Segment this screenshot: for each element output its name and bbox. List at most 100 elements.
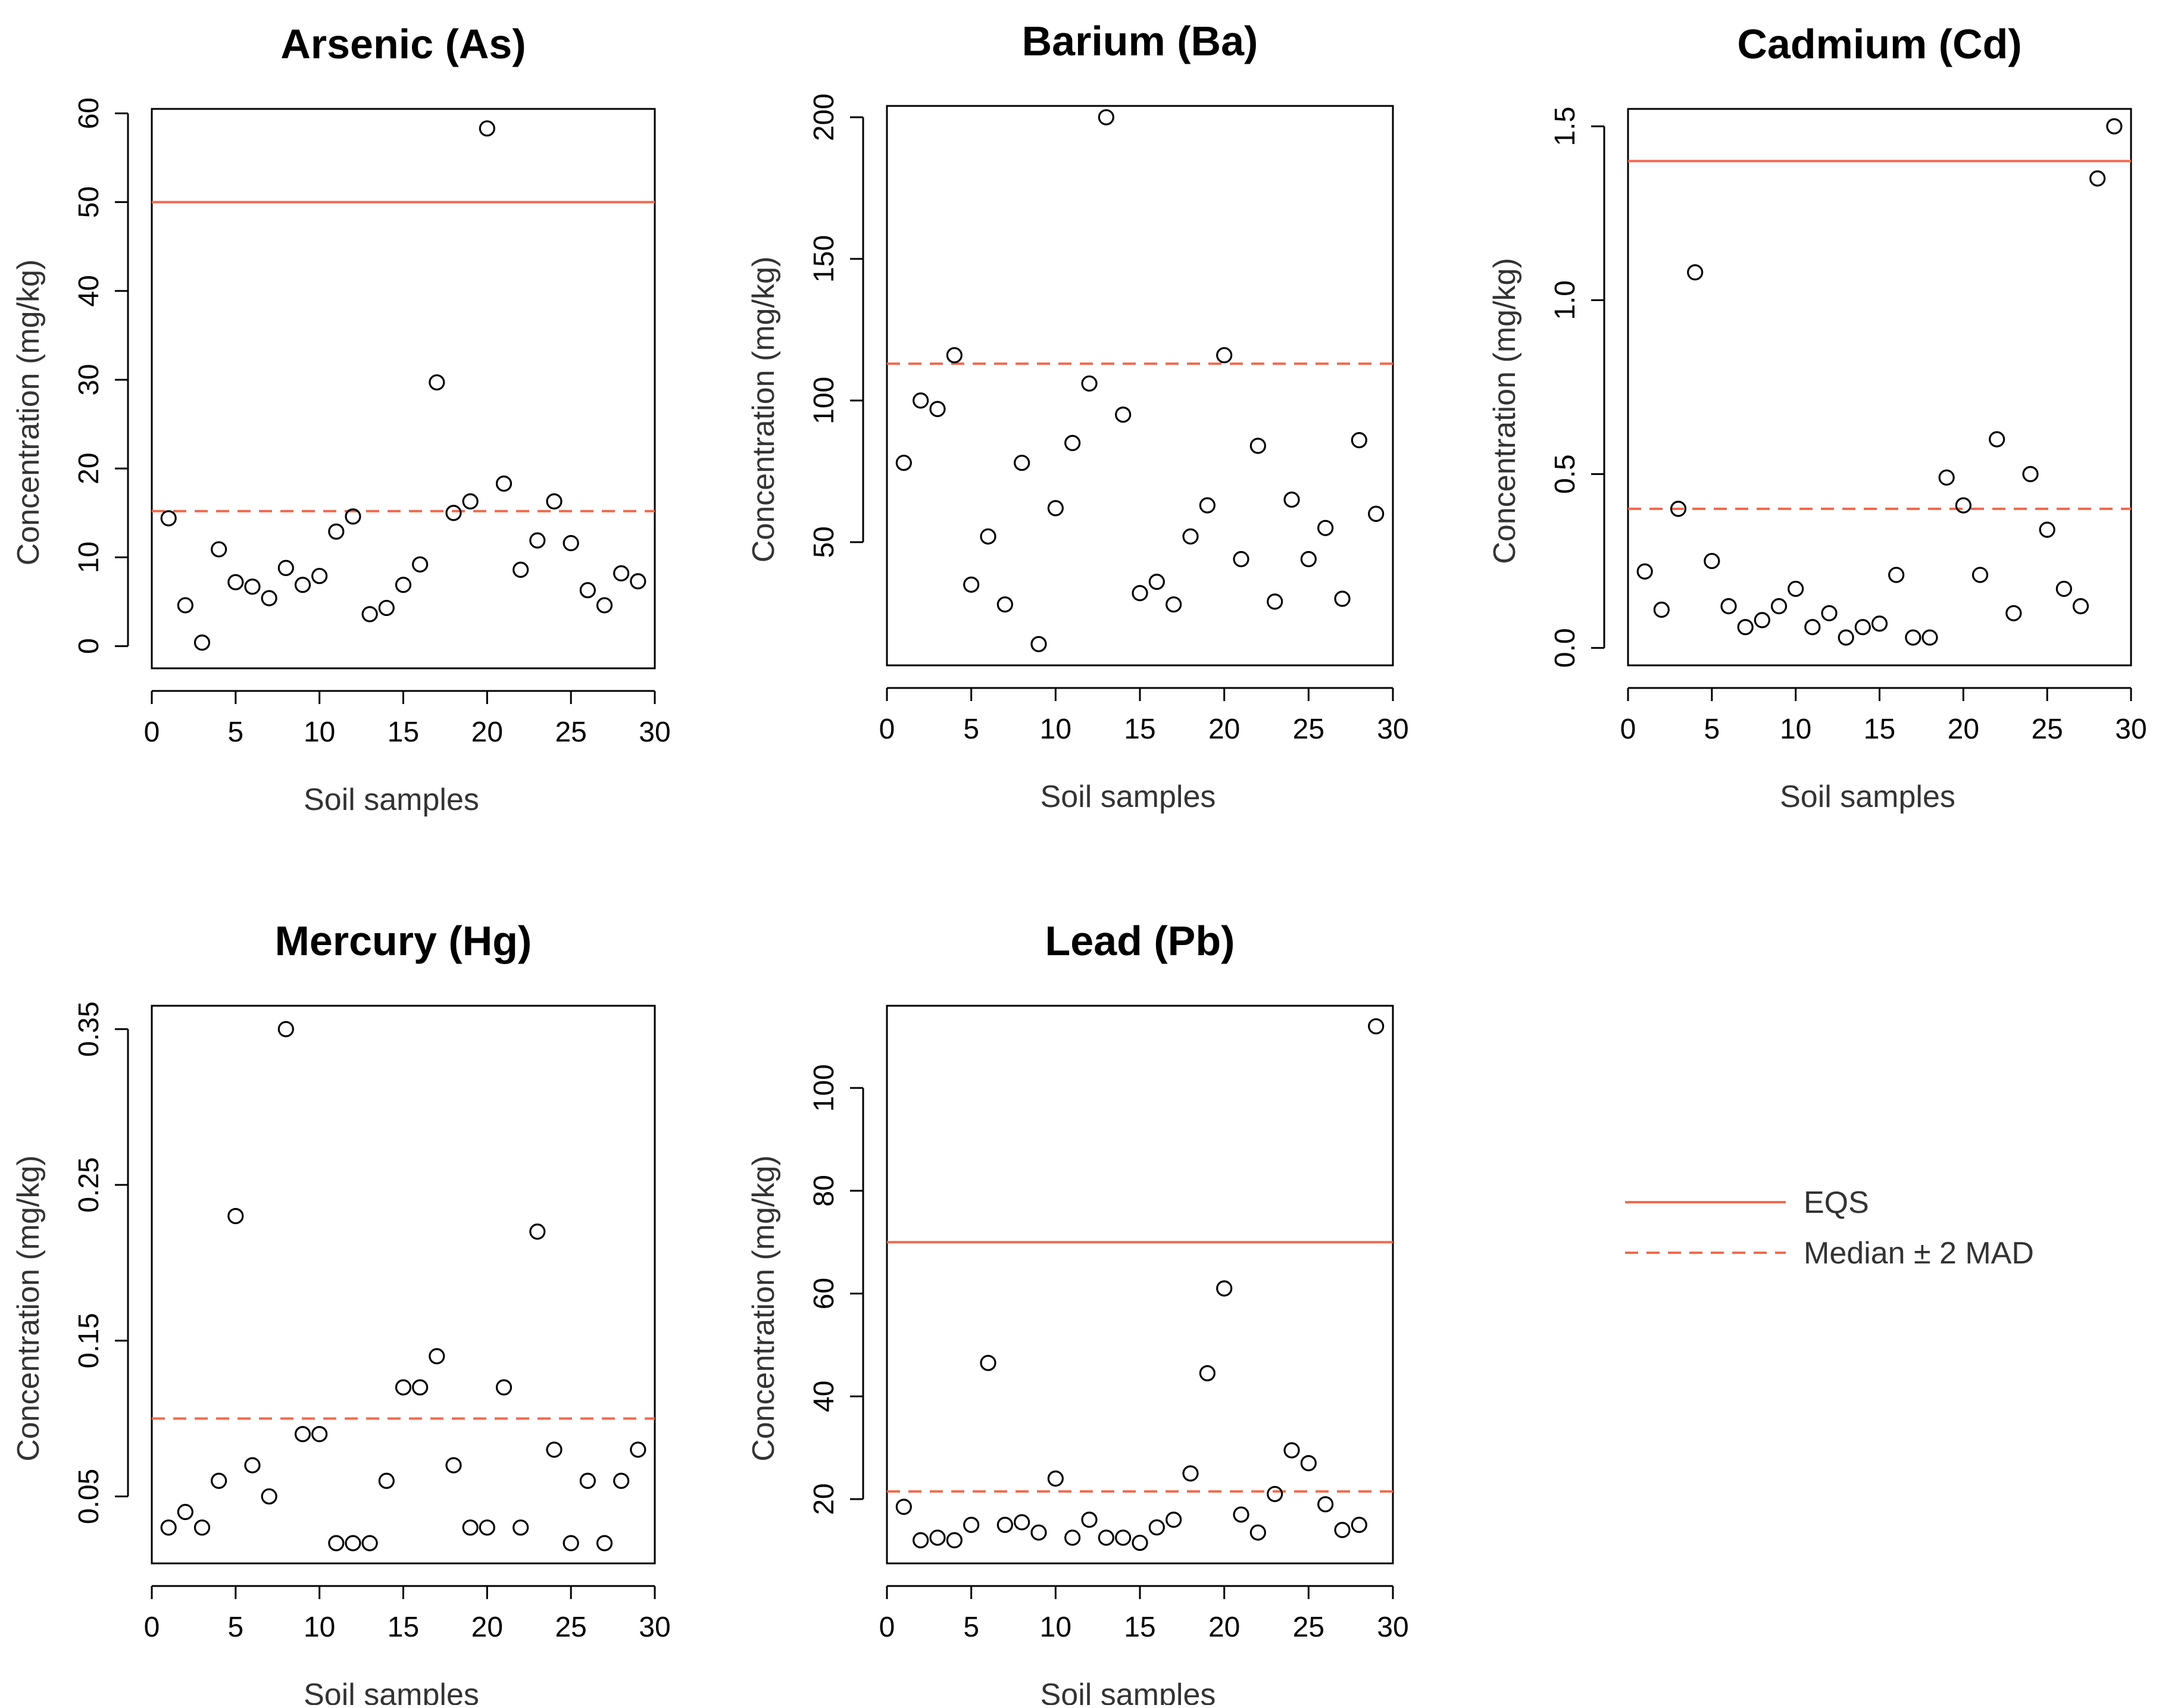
data-point xyxy=(328,523,345,540)
data-point xyxy=(1166,596,1182,613)
data-point xyxy=(996,1516,1013,1533)
data-point xyxy=(261,590,277,606)
y-tick-label: 80 xyxy=(808,1175,840,1206)
legend-eqs-label: EQS xyxy=(1804,1185,1869,1220)
x-tick-label: 15 xyxy=(1124,714,1155,745)
data-point xyxy=(412,556,429,573)
data-point xyxy=(1064,1529,1081,1546)
data-point xyxy=(1047,1470,1064,1487)
data-point xyxy=(395,1379,412,1396)
data-point xyxy=(1653,601,1670,618)
data-point xyxy=(1334,1522,1351,1538)
data-point xyxy=(177,597,193,614)
data-point xyxy=(1955,497,1971,514)
y-tick-label: 1.0 xyxy=(1549,280,1581,320)
data-point xyxy=(177,1504,193,1521)
data-point xyxy=(160,1519,177,1536)
panel-4: Mercury (Hg) 0 5 10 15 20 25 30 Soil samples 0.05… xyxy=(11,918,671,1708)
x-tick-label: 10 xyxy=(304,1612,335,1643)
data-point xyxy=(2005,605,2022,621)
y-tick-label: 0.5 xyxy=(1549,454,1581,494)
data-point xyxy=(1098,1529,1114,1546)
y-axis-label: Concentration (mg/kg) xyxy=(1488,258,1522,564)
data-point xyxy=(495,476,513,492)
data-point xyxy=(361,606,378,622)
data-point xyxy=(913,1532,929,1549)
plot-frame xyxy=(151,1005,656,1565)
data-point xyxy=(462,1519,479,1536)
data-point xyxy=(563,1535,579,1551)
data-point xyxy=(294,1426,311,1443)
data-point xyxy=(1030,636,1047,652)
x-tick-label: 25 xyxy=(1293,714,1324,745)
y-axis-label: Concentration (mg/kg) xyxy=(746,256,781,562)
x-tick-label: 30 xyxy=(1377,714,1408,745)
data-point xyxy=(1064,434,1081,451)
x-tick-label: 0 xyxy=(879,714,895,745)
y-tick-label: 1.5 xyxy=(1549,107,1581,146)
y-tick-label: 60 xyxy=(808,1278,840,1309)
data-point xyxy=(1871,615,1888,632)
plot-frame xyxy=(886,1005,1394,1565)
plot-frame xyxy=(1627,108,2132,667)
data-point xyxy=(1687,264,1704,281)
data-point xyxy=(2055,580,2072,598)
y-tick-label: 50 xyxy=(808,526,840,558)
x-tick-label: 30 xyxy=(2115,714,2146,745)
data-point xyxy=(1249,437,1266,454)
data-point xyxy=(2022,465,2039,483)
data-point xyxy=(479,1519,495,1536)
data-point xyxy=(895,455,912,471)
legend-mad-label: Median ± 2 MAD xyxy=(1804,1236,2034,1271)
data-point xyxy=(1300,550,1317,568)
data-point xyxy=(211,1472,227,1489)
data-point xyxy=(412,1379,429,1396)
legend: EQS Median ± 2 MAD xyxy=(1625,1185,2034,1271)
data-point xyxy=(1804,619,1821,636)
data-point xyxy=(1351,432,1367,449)
panel-5: Lead (Pb) 0 5 10 15 20 25 30 Soil samples 20 40 60 8… xyxy=(746,918,1409,1708)
data-point xyxy=(529,1223,546,1240)
data-point xyxy=(361,1535,378,1551)
data-point xyxy=(1233,1506,1249,1523)
y-tick-label: 100 xyxy=(808,377,840,424)
data-point xyxy=(1720,598,1737,615)
chart-title: Arsenic (As) xyxy=(280,21,526,67)
data-point xyxy=(1368,1018,1385,1035)
data-point xyxy=(1182,528,1199,545)
y-axis-label: Concentration (mg/kg) xyxy=(746,1155,781,1461)
data-point xyxy=(946,347,963,364)
data-point xyxy=(929,1529,946,1546)
data-point xyxy=(395,577,412,593)
data-point xyxy=(613,1472,630,1489)
data-point xyxy=(1132,1534,1148,1551)
chart-title: Mercury (Hg) xyxy=(275,918,532,964)
data-point xyxy=(1148,1519,1165,1536)
x-tick-label: 15 xyxy=(1124,1612,1155,1643)
x-tick-label: 30 xyxy=(639,1612,670,1643)
data-point xyxy=(579,582,596,599)
y-tick-label: 50 xyxy=(73,186,105,218)
data-point xyxy=(495,1379,513,1396)
x-tick-label: 5 xyxy=(227,1612,243,1643)
x-axis-label: Soil samples xyxy=(1780,780,1955,814)
x-tick-label: 5 xyxy=(227,717,243,748)
data-point xyxy=(1047,500,1064,517)
data-point xyxy=(596,1535,613,1551)
data-point xyxy=(1267,593,1283,610)
data-point xyxy=(963,1516,980,1533)
x-tick-label: 0 xyxy=(144,717,160,748)
data-point xyxy=(244,578,261,595)
data-point xyxy=(193,1519,211,1536)
x-tick-label: 25 xyxy=(1293,1612,1324,1643)
data-point xyxy=(294,577,311,593)
x-tick-label: 20 xyxy=(1208,1612,1240,1643)
data-point xyxy=(244,1457,261,1474)
data-point xyxy=(895,1499,912,1515)
data-point xyxy=(227,1208,244,1224)
y-tick-label: 30 xyxy=(73,364,105,395)
data-point xyxy=(2089,170,2106,187)
data-point xyxy=(546,1441,563,1458)
data-point xyxy=(1317,520,1334,536)
